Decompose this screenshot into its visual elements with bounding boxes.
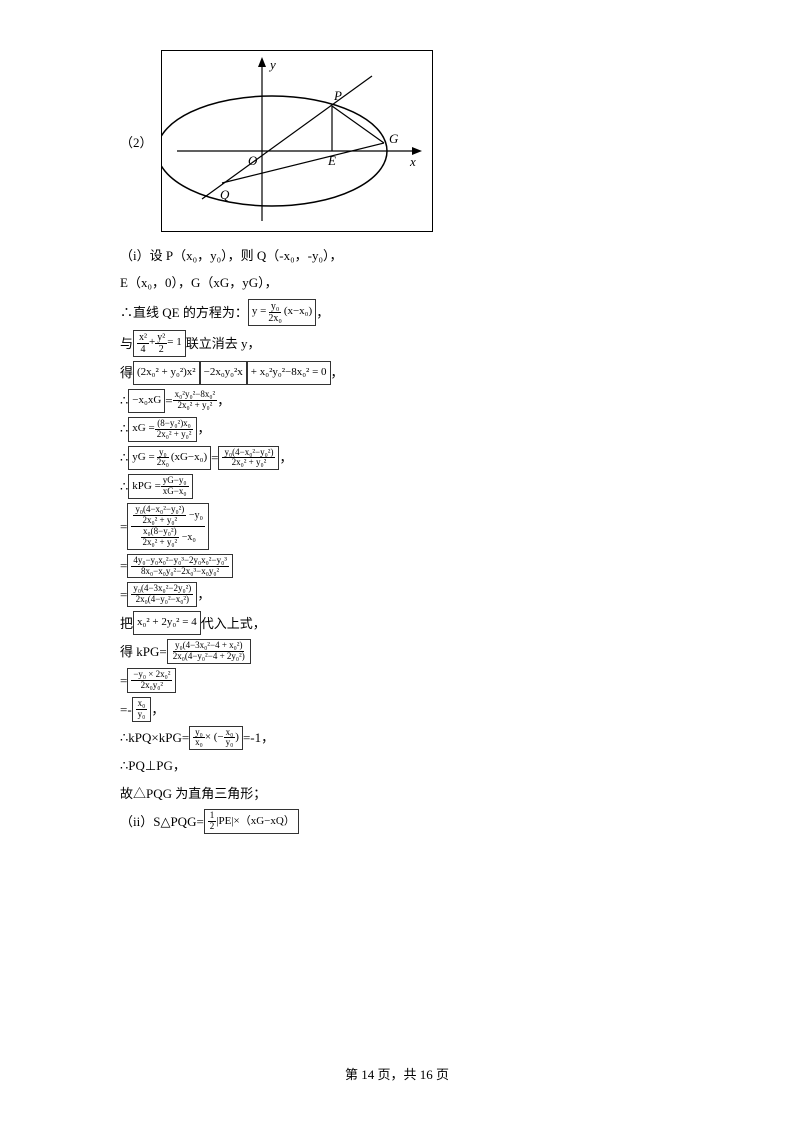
math-line: ∴直线 QE 的方程为： y = y₀2x₀ (x−x₀) ， (120, 299, 674, 326)
text-line: （i）设 P（x₀，y₀），则 Q（-x₀，-y₀）， (120, 244, 674, 267)
svg-text:O: O (248, 153, 258, 168)
math-line: ∴ yG = y₀2x₀ (xG−x₀) = y₀(4−x₀²−y₀²)2x₀²… (120, 446, 674, 471)
math-line: （ii）S△PQG= 12 |PE|×（xG−xQ） (120, 809, 674, 834)
math-line: = −y₀ × 2x₀²2x₀y₀² (120, 668, 674, 693)
svg-text:Q: Q (220, 187, 230, 202)
math-line: ∴ xG = (8−y₀²)x₀2x₀² + y₀² ， (120, 417, 674, 442)
math-line: ∴ −x₀xG = x₀²y₀²−8x₀²2x₀² + y₀² ， (120, 389, 674, 413)
svg-text:E: E (327, 153, 336, 168)
math-line: = y₀(4−3x₀²−2y₀²)2x₀(4−y₀²−x₀²) ， (120, 582, 674, 607)
math-line: 把 x₀² + 2y₀² = 4 代入上式， (120, 611, 674, 635)
math-line: = 4y₀−y₀x₀²−y₀³−2y₀x₀²−y₀³8x₀−x₀y₀²−2x₀³… (120, 554, 674, 579)
text-line: E（x₀，0），G（xG，yG）， (120, 271, 674, 294)
math-line: = y₀(4−x₀²−y₀²)2x₀² + y₀² −y₀ x₀(8−y₀²)2… (120, 503, 674, 550)
math-line: 得 kPG= y₀(4−3x₀²−4 + x₀²)2x₀(4−y₀²−4 + 2… (120, 639, 674, 664)
math-line: 与 x²4 + y²2 = 1 联立消去 y， (120, 330, 674, 357)
text-line: ∴PQ⊥PG， (120, 754, 674, 777)
math-line: ∴kPQ×kPG= y₀x₀ × (− x₀y₀ ) =-1， (120, 726, 674, 751)
problem-number: （2） (120, 132, 153, 151)
math-line: 得 (2x₀² + y₀²)x² −2x₀y₀²x + x₀²y₀²−8x₀² … (120, 361, 674, 385)
text-line: 故△PQG 为直角三角形； (120, 782, 674, 805)
ellipse-diagram: y x O P Q E G (161, 50, 433, 232)
svg-text:x: x (409, 154, 416, 169)
svg-text:P: P (333, 88, 342, 103)
math-line: =- x₀y₀ ， (120, 697, 674, 722)
math-line: ∴ kPG = yG−y₀xG−x₀ (120, 474, 674, 499)
page-footer: 第 14 页，共 16 页 (0, 1064, 794, 1083)
svg-text:G: G (389, 131, 399, 146)
svg-text:y: y (268, 57, 276, 72)
